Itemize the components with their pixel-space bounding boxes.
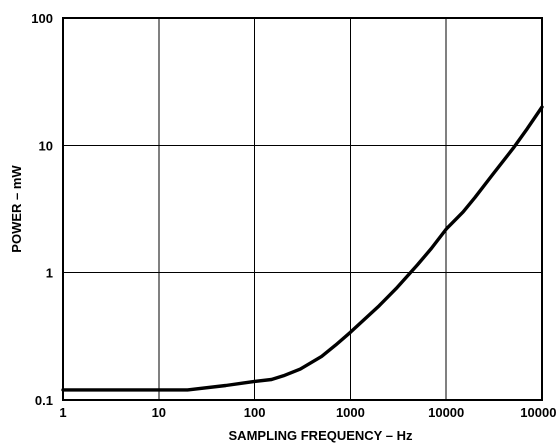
y-tick-label: 0.1 (35, 393, 53, 408)
x-axis-title: SAMPLING FREQUENCY – Hz (229, 428, 413, 443)
plot-frame (62, 17, 543, 401)
x-tick-label: 1 (59, 405, 66, 420)
x-tick-label: 1000 (336, 405, 365, 420)
y-tick-labels: 0.1 1 10 100 (31, 11, 53, 408)
y-tick-label: 100 (31, 11, 53, 26)
grid-lines (62, 17, 543, 401)
curve-layer (61, 105, 544, 392)
x-tick-label: 100 (244, 405, 266, 420)
y-tick-label: 1 (46, 266, 53, 281)
y-tick-label: 10 (39, 138, 53, 153)
x-tick-label: 10 (152, 405, 166, 420)
y-axis-title: POWER – mW (9, 165, 24, 253)
x-tick-label: 10000 (428, 405, 464, 420)
power-curve (61, 105, 544, 392)
